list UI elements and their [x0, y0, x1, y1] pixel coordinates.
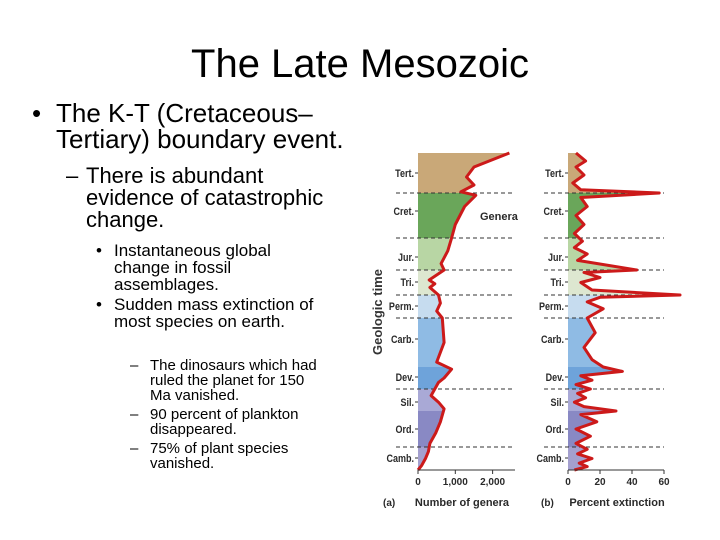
subbullet-catastrophic: – There is abundant evidence of catastro…: [66, 165, 356, 231]
genera-band-7: [418, 389, 515, 411]
genera-series-label: Genera: [480, 211, 519, 223]
bullet-line: 90 percent of plankton: [150, 406, 299, 423]
dash-marker: –: [130, 406, 139, 423]
genera-band-4: [418, 295, 515, 318]
genera-band-0: [418, 153, 515, 193]
genera-x-tick-label: 2,000: [480, 477, 505, 488]
extinction-period-label: Dev.: [546, 372, 565, 384]
subbullet-group-level3: – The dinosaurs which had ruled the plan…: [130, 358, 350, 471]
dash-marker: –: [130, 357, 139, 374]
extinction-period-label: Ord.: [545, 424, 564, 436]
bullet-line: assemblages.: [114, 275, 219, 294]
subbullet-group-level2: • Instantaneous global change in fossil …: [96, 242, 361, 330]
extinction-period-label: Camb.: [536, 453, 564, 465]
extinction-data-curve: [571, 151, 682, 472]
extinction-x-tick-label: 20: [594, 477, 606, 488]
extinction-panel-tag: (b): [541, 498, 554, 509]
bullet-line: change in fossil: [114, 258, 232, 277]
genera-band-8: [418, 411, 515, 447]
extinction-band-8: [568, 411, 664, 447]
extinction-x-axis-label: Percent extinction: [569, 497, 665, 509]
genera-period-label: Dev.: [396, 372, 415, 384]
bullet-marker: •: [96, 241, 102, 260]
genera-panel-tag: (a): [383, 498, 395, 509]
bullet-line: evidence of catastrophic: [86, 185, 324, 210]
bullet-line: Ma vanished.: [150, 387, 240, 404]
dash-marker: –: [66, 163, 79, 188]
dash-marker: –: [130, 440, 139, 457]
genera-band-6: [418, 367, 515, 389]
extinction-period-label: Cret.: [543, 206, 564, 218]
extinction-band-5: [568, 318, 664, 367]
genera-period-label: Jur.: [398, 252, 414, 264]
bullet-line: most species on earth.: [114, 312, 286, 331]
extinction-period-label: Tert.: [545, 168, 564, 180]
genera-x-tick-label: 1,000: [443, 477, 468, 488]
genera-period-label: Tri.: [400, 277, 414, 289]
genera-band-5: [418, 318, 515, 367]
panel-a-genera: Tert. Cret. Jur. Tri. Perm. Carb. Dev. Sil. Ord.…: [383, 151, 519, 509]
genera-x-tick-label: 0: [415, 477, 421, 488]
extinction-band-2: [568, 238, 664, 270]
bullet-marker: •: [96, 295, 102, 314]
genera-period-label: Tert.: [395, 168, 414, 180]
bullet-line: vanished.: [150, 455, 215, 472]
genera-period-label: Cret.: [393, 206, 414, 218]
extinction-period-label: Tri.: [550, 277, 564, 289]
extinction-period-label: Jur.: [548, 252, 564, 264]
extinction-period-label: Sil.: [550, 397, 564, 409]
extinction-band-3: [568, 270, 664, 295]
extinction-x-tick-label: 0: [565, 477, 571, 488]
genera-x-axis-label: Number of genera: [415, 497, 510, 509]
extinction-period-label: Perm.: [539, 301, 564, 313]
bullet-line: ruled the planet for 150: [150, 372, 305, 389]
genera-band-3: [418, 270, 515, 295]
extinction-band-0: [568, 153, 664, 193]
bullet-line: disappeared.: [150, 421, 237, 438]
panel-b-extinction: Tert. Cret. Jur. Tri. Perm. Carb. Dev. Sil. Ord.…: [536, 151, 682, 509]
genera-band-9: [418, 447, 515, 470]
bullet-line: The K-T (Cretaceous–: [56, 98, 313, 128]
genera-band-2: [418, 238, 515, 270]
genera-data-curve: [416, 151, 510, 471]
genera-period-label: Camb.: [386, 453, 414, 465]
genera-mask: [418, 153, 515, 470]
extinction-band-9: [568, 447, 664, 470]
bullet-line: There is abundant: [86, 163, 264, 188]
extinction-period-label: Carb.: [541, 334, 564, 346]
extinction-band-1: [568, 193, 664, 238]
extinction-mask: [572, 153, 680, 470]
extinction-band-6: [568, 367, 664, 389]
extinction-band-4: [568, 295, 664, 318]
bullet-marker: •: [32, 98, 42, 128]
genera-band-1: [418, 193, 515, 238]
genera-period-label: Sil.: [400, 397, 414, 409]
bullet-line: 75% of plant species: [150, 440, 289, 457]
bullet-kt-boundary: • The K-T (Cretaceous– Tertiary) boundar…: [32, 100, 372, 152]
extinction-x-tick-label: 60: [658, 477, 670, 488]
slide-title: The Late Mesozoic: [191, 42, 529, 86]
bullet-line: Instantaneous global: [114, 241, 271, 260]
extinction-x-tick-label: 40: [626, 477, 638, 488]
bullet-line: Sudden mass extinction of: [114, 295, 314, 314]
genera-period-label: Ord.: [395, 424, 414, 436]
bullet-line: change.: [86, 207, 165, 232]
genera-period-label: Perm.: [389, 301, 414, 313]
bullet-line: Tertiary) boundary event.: [56, 124, 344, 154]
extinction-band-7: [568, 389, 664, 411]
bullet-line: The dinosaurs which had: [150, 357, 317, 374]
y-axis-label: Geologic time: [370, 269, 385, 355]
genera-period-label: Carb.: [391, 334, 414, 346]
